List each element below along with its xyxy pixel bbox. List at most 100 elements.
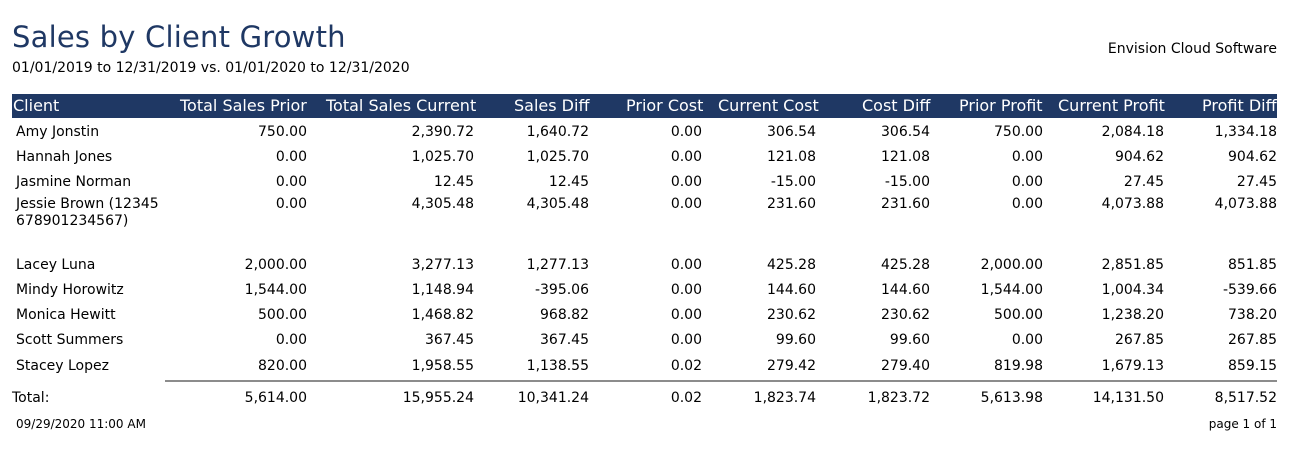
cell-total-sales-prior: 2,000.00 — [244, 257, 307, 273]
cell-cost-diff: 231.60 — [881, 196, 930, 212]
cell-current-profit: 14,131.50 — [1092, 390, 1164, 406]
cell-client: Jessie Brown (12345678901234567) — [16, 196, 159, 229]
header-total-sales-current: Total Sales Current — [326, 96, 477, 115]
cell-profit-diff: 904.62 — [1228, 149, 1277, 165]
cell-current-profit: 2,084.18 — [1101, 124, 1164, 140]
cell-total-sales-current: 1,468.82 — [411, 307, 474, 323]
header-current-profit: Current Profit — [1058, 96, 1165, 115]
cell-total-sales-prior: 0.00 — [275, 174, 307, 190]
cell-prior-cost: 0.00 — [670, 196, 702, 212]
report-title: Sales by Client Growth — [12, 20, 346, 54]
cell-total-sales-prior: 0.00 — [275, 332, 307, 348]
cell-sales-diff: 1,640.72 — [526, 124, 589, 140]
cell-prior-cost: 0.00 — [670, 307, 702, 323]
cell-total-sales-prior: 820.00 — [258, 358, 307, 374]
cell-prior-cost: 0.00 — [670, 124, 702, 140]
cell-total-sales-current: 4,305.48 — [411, 196, 474, 212]
cell-client: Amy Jonstin — [16, 124, 100, 140]
print-timestamp: 09/29/2020 11:00 AM — [16, 417, 146, 431]
cell-profit-diff: 8,517.52 — [1214, 390, 1277, 406]
cell-prior-profit: 500.00 — [994, 307, 1043, 323]
cell-current-profit: 904.62 — [1115, 149, 1164, 165]
cell-total-sales-prior: 750.00 — [258, 124, 307, 140]
cell-cost-diff: 144.60 — [881, 282, 930, 298]
cell-client: Mindy Horowitz — [16, 282, 124, 298]
cell-current-profit: 1,679.13 — [1101, 358, 1164, 374]
cell-total-sales-prior: 1,544.00 — [244, 282, 307, 298]
cell-client: Lacey Luna — [16, 257, 96, 273]
cell-current-profit: 2,851.85 — [1101, 257, 1164, 273]
cell-prior-cost: 0.02 — [670, 390, 702, 406]
cell-sales-diff: -395.06 — [534, 282, 589, 298]
cell-profit-diff: 267.85 — [1228, 332, 1277, 348]
date-range: 01/01/2019 to 12/31/2019 vs. 01/01/2020 … — [12, 60, 410, 76]
cell-current-cost: 1,823.74 — [753, 390, 816, 406]
header-total-sales-prior: Total Sales Prior — [180, 96, 307, 115]
cell-total-sales-current: 2,390.72 — [411, 124, 474, 140]
cell-sales-diff: 1,025.70 — [526, 149, 589, 165]
cell-client: Monica Hewitt — [16, 307, 116, 323]
cell-current-cost: 99.60 — [775, 332, 816, 348]
cell-prior-profit: 0.00 — [1011, 332, 1043, 348]
header-prior-profit: Prior Profit — [959, 96, 1043, 115]
cell-prior-cost: 0.00 — [670, 332, 702, 348]
cell-current-cost: 230.62 — [767, 307, 816, 323]
cell-total-sales-current: 1,958.55 — [411, 358, 474, 374]
cell-profit-diff: 4,073.88 — [1214, 196, 1277, 212]
cell-prior-profit: 1,544.00 — [980, 282, 1043, 298]
cell-current-profit: 27.45 — [1123, 174, 1164, 190]
cell-prior-cost: 0.00 — [670, 174, 702, 190]
header-prior-cost: Prior Cost — [626, 96, 704, 115]
cell-total-sales-current: 12.45 — [433, 174, 474, 190]
cell-total-sales-prior: 0.00 — [275, 196, 307, 212]
cell-client: Jasmine Norman — [16, 174, 132, 190]
cell-prior-profit: 750.00 — [994, 124, 1043, 140]
cell-client: Stacey Lopez — [16, 358, 109, 374]
cell-current-cost: 144.60 — [767, 282, 816, 298]
cell-total-sales-prior: 5,614.00 — [244, 390, 307, 406]
cell-current-profit: 1,238.20 — [1101, 307, 1164, 323]
cell-profit-diff: 738.20 — [1228, 307, 1277, 323]
cell-cost-diff: 230.62 — [881, 307, 930, 323]
cell-prior-profit: 0.00 — [1011, 196, 1043, 212]
cell-total-sales-current: 15,955.24 — [402, 390, 474, 406]
cell-prior-cost: 0.02 — [670, 358, 702, 374]
cell-prior-profit: 819.98 — [994, 358, 1043, 374]
cell-prior-cost: 0.00 — [670, 257, 702, 273]
header-profit-diff: Profit Diff — [1202, 96, 1277, 115]
cell-cost-diff: 1,823.72 — [867, 390, 930, 406]
cell-prior-profit: 2,000.00 — [980, 257, 1043, 273]
cell-prior-profit: 5,613.98 — [980, 390, 1043, 406]
cell-profit-diff: 1,334.18 — [1214, 124, 1277, 140]
cell-total-sales-prior: 500.00 — [258, 307, 307, 323]
page-number: page 1 of 1 — [1208, 417, 1277, 431]
cell-cost-diff: 279.40 — [881, 358, 930, 374]
cell-prior-profit: 0.00 — [1011, 149, 1043, 165]
cell-current-profit: 4,073.88 — [1101, 196, 1164, 212]
header-client: Client — [13, 96, 60, 115]
cell-total-sales-current: 367.45 — [425, 332, 474, 348]
total-divider — [165, 380, 1277, 382]
cell-total-sales-current: 1,148.94 — [411, 282, 474, 298]
cell-current-cost: 121.08 — [767, 149, 816, 165]
cell-total-sales-current: 1,025.70 — [411, 149, 474, 165]
cell-sales-diff: 1,277.13 — [526, 257, 589, 273]
cell-current-cost: 306.54 — [767, 124, 816, 140]
header-current-cost: Current Cost — [718, 96, 819, 115]
cell-prior-cost: 0.00 — [670, 282, 702, 298]
table-header: Client Total Sales Prior Total Sales Curre… — [12, 94, 1277, 118]
cell-sales-diff: 10,341.24 — [517, 390, 589, 406]
cell-current-cost: -15.00 — [770, 174, 816, 190]
cell-cost-diff: 99.60 — [889, 332, 930, 348]
cell-current-cost: 425.28 — [767, 257, 816, 273]
cell-client: Hannah Jones — [16, 149, 113, 165]
cell-profit-diff: -539.66 — [1222, 282, 1277, 298]
cell-sales-diff: 12.45 — [548, 174, 589, 190]
cell-current-cost: 231.60 — [767, 196, 816, 212]
cell-client: Total: — [12, 390, 50, 406]
cell-current-cost: 279.42 — [767, 358, 816, 374]
company-name: Envision Cloud Software — [1107, 41, 1277, 57]
cell-current-profit: 267.85 — [1115, 332, 1164, 348]
cell-sales-diff: 4,305.48 — [526, 196, 589, 212]
cell-cost-diff: 121.08 — [881, 149, 930, 165]
